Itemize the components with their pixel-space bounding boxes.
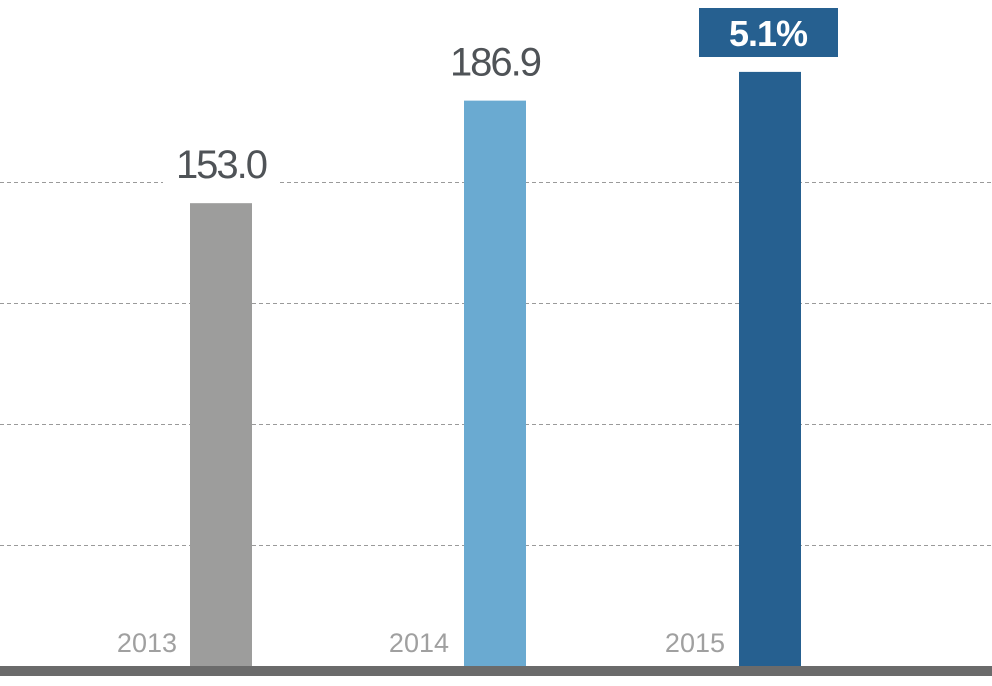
value-label-backdrop-2013: [163, 140, 279, 187]
growth-annotation: 5.1%: [699, 8, 838, 57]
growth-badge: [699, 8, 838, 57]
bar-2015: [739, 71, 801, 666]
value-label-2013: 153.0: [176, 143, 267, 187]
x-tick-labels: 2013 2014 2015: [117, 628, 725, 658]
value-label-backdrop-2014: [437, 37, 553, 84]
gridlines: [0, 182, 992, 546]
bar-2014: [464, 100, 526, 666]
growth-badge-text: 5.1%: [729, 13, 808, 54]
value-label-2014: 186.9: [450, 41, 541, 85]
bars: [190, 71, 801, 667]
x-axis-baseline: [0, 666, 992, 676]
x-tick-label-2013: 2013: [117, 628, 177, 658]
x-tick-label-2014: 2014: [389, 628, 449, 658]
x-tick-label-2015: 2015: [665, 628, 725, 658]
bar-2013: [190, 203, 252, 667]
